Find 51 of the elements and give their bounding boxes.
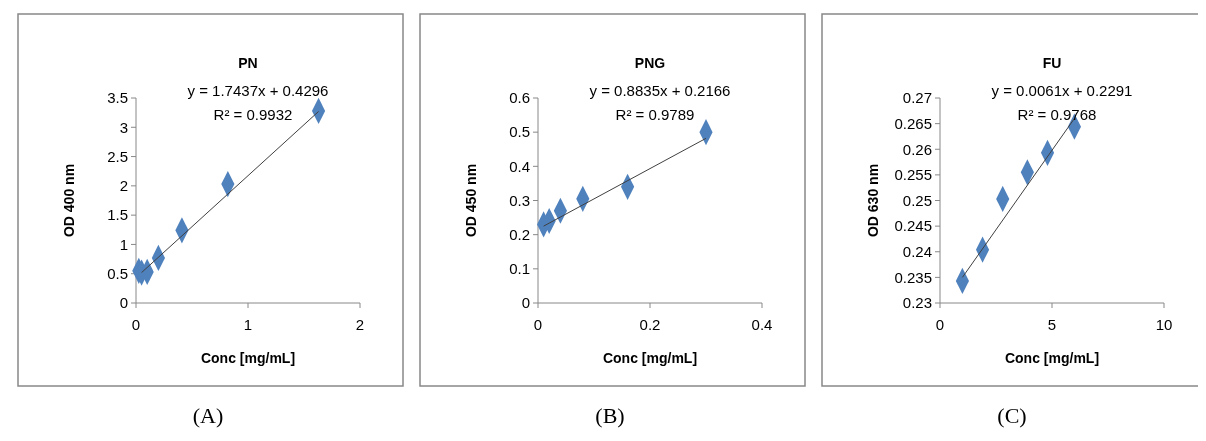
chart-title: PN	[238, 55, 258, 71]
y-tick-label: 0.6	[509, 89, 530, 107]
chart-title: PNG	[634, 55, 666, 71]
text: (B)	[595, 403, 625, 428]
y-tick-label: 3.5	[107, 89, 128, 107]
annotation: y = 1.7437x + 0.4296	[187, 82, 329, 99]
x-axis-title: Conc [mg/mL]	[602, 350, 698, 366]
annotation: R² = 0.9789	[615, 106, 695, 123]
y-tick-label: 2	[119, 177, 128, 195]
y-tick-label: 0.265	[894, 114, 932, 132]
y-tick-label: 0.5	[107, 264, 128, 282]
text: (C)	[997, 403, 1027, 428]
chart-title: FU	[1042, 55, 1062, 71]
y-axis-title: OD 450 nm	[463, 163, 479, 238]
y-tick-label: 0.245	[894, 217, 932, 235]
y-tick-label: 1.5	[107, 206, 128, 224]
y-tick-label: 0.235	[894, 268, 932, 286]
text: (A)	[192, 403, 224, 428]
y-tick-label: 0.2	[509, 225, 530, 243]
y-axis-title: OD 630 nm	[865, 163, 881, 238]
x-tick-label: 0	[533, 316, 543, 333]
y-tick-label: 0.27	[902, 89, 932, 107]
y-tick-label: 0.255	[894, 166, 932, 184]
x-tick-label: 0	[935, 316, 945, 333]
y-tick-label: 1	[119, 235, 128, 253]
y-tick-label: 0.3	[509, 191, 530, 209]
y-tick-label: 3	[119, 118, 128, 136]
y-tick-label: 0.26	[902, 140, 932, 158]
y-axis-title: OD 400 nm	[61, 163, 77, 238]
x-tick-label: 10	[1155, 316, 1173, 333]
annotation: y = 0.0061x + 0.2291	[991, 82, 1133, 99]
annotation: y = 0.8835x + 0.2166	[589, 82, 731, 99]
x-axis-title: Conc [mg/mL]	[1004, 350, 1100, 366]
x-tick-label: 5	[1047, 316, 1057, 333]
y-tick-label: 0.5	[509, 123, 530, 141]
x-tick-label: 1	[243, 316, 253, 333]
y-tick-label: 2.5	[107, 147, 128, 165]
y-tick-label: 0.24	[902, 243, 932, 260]
x-tick-label: 0.2	[639, 316, 661, 333]
x-tick-label: 0.4	[751, 316, 773, 333]
y-tick-label: 0.25	[902, 191, 932, 209]
y-tick-label: 0	[119, 294, 128, 312]
y-tick-label: 0.23	[902, 294, 932, 312]
y-tick-label: 0	[521, 294, 530, 312]
x-tick-label: 0	[131, 316, 141, 333]
y-tick-label: 0.4	[509, 157, 530, 175]
x-tick-label: 2	[355, 316, 365, 333]
annotation: R² = 0.9932	[213, 106, 293, 123]
x-axis-title: Conc [mg/mL]	[200, 350, 296, 366]
y-tick-label: 0.1	[509, 260, 530, 278]
annotation: R² = 0.9768	[1017, 106, 1097, 123]
